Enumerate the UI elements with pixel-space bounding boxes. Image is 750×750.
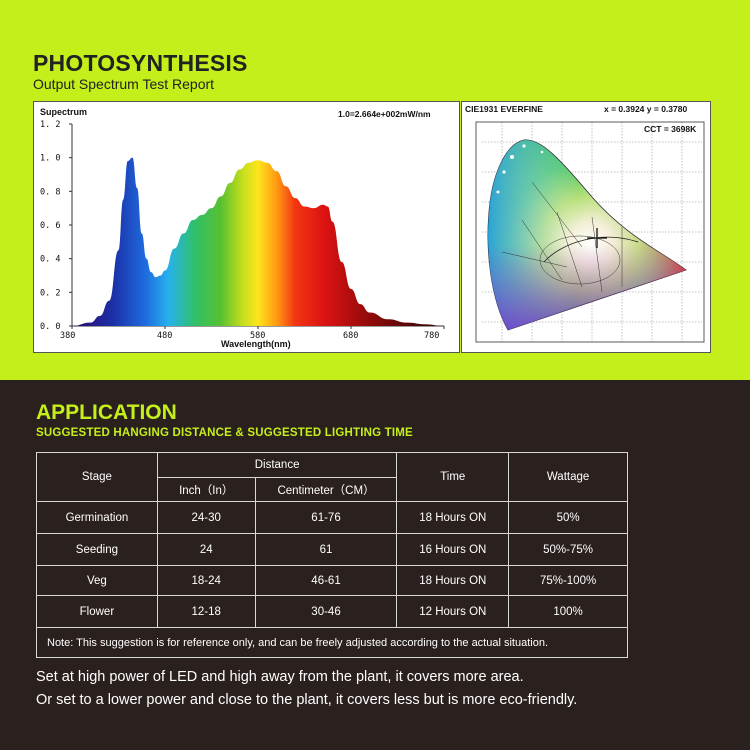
cie-diagram-panel: CIE1931 EVERFINE x = 0.3924 y = 0.3780 C… xyxy=(461,101,711,353)
cell-stage: Seeding xyxy=(36,533,158,566)
spectrum-chart-panel: Supectrum 1.0=2.664e+002mW/nm 0. 0 0. 2 0.… xyxy=(33,101,460,353)
x-tick-label: 680 xyxy=(343,331,358,341)
table-header-row: Stage Distance Time Wattage xyxy=(36,452,628,502)
table-note-row: Note: This suggestion is for reference o… xyxy=(36,627,628,658)
header-time: Time xyxy=(396,452,510,502)
isotemperature-lines xyxy=(501,181,623,293)
cell-time: 18 Hours ON xyxy=(396,501,510,534)
hanging-distance-table: Stage Distance Time Wattage Inch（In） Cen… xyxy=(36,452,628,658)
table-row: Germination 24-30 61-76 18 Hours ON 50% xyxy=(36,501,628,534)
page-title: PHOTOSYNTHESIS xyxy=(33,50,248,76)
spectrum-scale-note: 1.0=2.664e+002mW/nm xyxy=(338,109,431,119)
cell-wattage: 100% xyxy=(508,595,628,628)
cie-coordinates: x = 0.3924 y = 0.3780 xyxy=(604,104,687,114)
cell-time: 12 Hours ON xyxy=(396,595,510,628)
y-tick-label: 0. 4 xyxy=(40,255,60,265)
application-title: APPLICATION xyxy=(36,401,177,424)
y-tick-label: 1. 2 xyxy=(40,120,60,130)
header-inch: Inch（In） xyxy=(156,477,256,502)
y-tick-label: 1. 0 xyxy=(40,154,60,164)
cell-wattage: 50%-75% xyxy=(508,533,628,566)
header-distance: Distance xyxy=(156,452,398,478)
test-point-cross xyxy=(587,228,607,248)
y-tick-label: 0. 8 xyxy=(40,187,60,197)
cell-stage: Veg xyxy=(36,565,158,596)
cell-wattage: 75%-100% xyxy=(508,565,628,596)
cell-time: 16 Hours ON xyxy=(396,533,510,566)
cell-time: 18 Hours ON xyxy=(396,565,510,596)
cie-title: CIE1931 EVERFINE xyxy=(465,104,543,114)
table-note: Note: This suggestion is for reference o… xyxy=(36,627,628,658)
y-tick-label: 0. 6 xyxy=(40,221,60,231)
table-row: Veg 18-24 46-61 18 Hours ON 75%-100% xyxy=(36,565,628,596)
x-tick-label: 580 xyxy=(250,331,265,341)
cie-cct: CCT = 3698K xyxy=(644,124,697,134)
application-subtitle: SUGGESTED HANGING DISTANCE & SUGGESTED L… xyxy=(36,427,413,439)
cell-inch: 12-18 xyxy=(156,595,256,628)
y-tick-label: 0. 0 xyxy=(40,322,60,332)
cell-cm: 30-46 xyxy=(254,595,398,628)
spectrum-chart: Supectrum 1.0=2.664e+002mW/nm 0. 0 0. 2 0.… xyxy=(40,107,445,349)
table-row: Seeding 24 61 16 Hours ON 50%-75% xyxy=(36,533,628,566)
y-tick-label: 0. 2 xyxy=(40,288,60,298)
planckian-locus xyxy=(543,236,639,263)
cell-stage: Flower xyxy=(36,595,158,628)
table-row: Flower 12-18 30-46 12 Hours ON 100% xyxy=(36,595,628,628)
spectrum-label: Supectrum xyxy=(40,107,87,117)
x-tick-label: 380 xyxy=(60,331,75,341)
header-stage: Stage xyxy=(36,452,158,502)
cell-wattage: 50% xyxy=(508,501,628,534)
x-tick-label: 780 xyxy=(424,331,439,341)
cie-diagram: CIE1931 EVERFINE x = 0.3924 y = 0.3780 C… xyxy=(465,104,705,343)
spectrum-area xyxy=(72,157,444,326)
cell-cm: 61-76 xyxy=(254,501,398,534)
spectral-points xyxy=(496,144,544,194)
page-subtitle: Output Spectrum Test Report xyxy=(33,76,215,92)
cell-cm: 61 xyxy=(254,533,398,566)
x-axis-label: Wavelength(nm) xyxy=(221,339,291,349)
cell-stage: Germination xyxy=(36,501,158,534)
caption-line-1: Set at high power of LED and high away f… xyxy=(36,669,524,685)
color-region-outline xyxy=(539,235,621,285)
cell-inch: 24 xyxy=(156,533,256,566)
cell-inch: 24-30 xyxy=(156,501,256,534)
caption-line-2: Or set to a lower power and close to the… xyxy=(36,692,578,708)
cie-frame xyxy=(475,121,705,343)
x-tick-label: 480 xyxy=(157,331,172,341)
cell-cm: 46-61 xyxy=(254,565,398,596)
cell-inch: 18-24 xyxy=(156,565,256,596)
cie-gamut-purple xyxy=(488,139,686,330)
header-wattage: Wattage xyxy=(508,452,628,502)
header-cm: Centimeter（CM） xyxy=(254,477,398,502)
